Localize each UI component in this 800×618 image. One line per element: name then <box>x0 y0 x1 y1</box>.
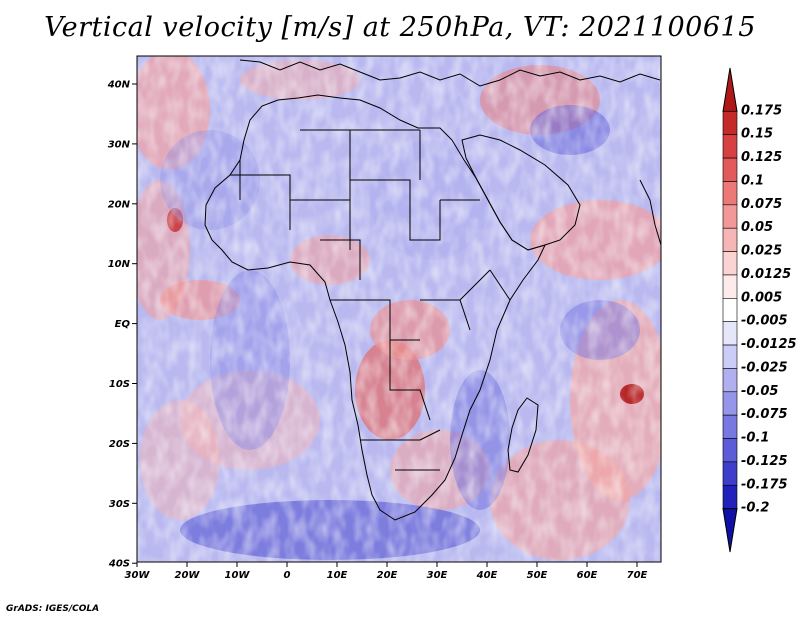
colorbar-label: 0.0125 <box>741 267 791 282</box>
colorbar-swatch <box>722 298 738 322</box>
colorbar-label: 0.025 <box>741 244 782 259</box>
coastlines <box>204 59 661 521</box>
colorbar-label: 0.075 <box>741 197 782 212</box>
colorbar-swatch <box>722 484 738 509</box>
colorbar-label: -0.1 <box>741 431 769 446</box>
lon-label: 70E <box>627 570 648 581</box>
colorbar-label: -0.075 <box>741 407 788 422</box>
colorbar-label: 0.175 <box>741 103 782 118</box>
colorbar-label: 0.125 <box>741 150 782 165</box>
madagascar-coastline <box>507 397 539 473</box>
colorbar-swatch <box>722 274 738 299</box>
india-coastline <box>639 179 661 246</box>
colorbar-swatch <box>722 157 738 182</box>
colorbar-swatch <box>722 391 738 416</box>
colorbar-label: 0.005 <box>741 290 782 305</box>
longitude-axis: 30W 20W 10W 0 10E 20E 30E 40E 50E 60E 70E <box>125 562 648 581</box>
colorbar-label: 0.05 <box>741 220 773 235</box>
lon-label: 20W <box>175 570 201 581</box>
colorbar-swatch <box>722 251 738 276</box>
lon-label: 10E <box>327 570 348 581</box>
lat-label: 10N <box>108 259 131 270</box>
lat-label: EQ <box>115 319 131 330</box>
colorbar-swatch <box>722 461 738 486</box>
colorbar-label: -0.05 <box>741 384 778 399</box>
colorbar-swatch <box>722 204 738 229</box>
map-title: Vertical velocity [m/s] at 250hPa, VT: 2… <box>44 12 756 43</box>
colorbar-swatch <box>722 344 738 369</box>
colorbar-swatch <box>722 181 738 206</box>
colorbar-swatch <box>722 134 738 159</box>
lat-label: 20S <box>109 439 130 450</box>
colorbar-label: -0.125 <box>741 454 788 469</box>
colorbar-top-triangle <box>722 67 738 112</box>
colorbar-label: 0.15 <box>741 127 773 142</box>
lat-label: 40S <box>108 559 130 570</box>
colorbar-swatch <box>722 414 738 439</box>
europe-coastline <box>239 59 661 87</box>
credit-text: GrADS: IGES/COLA <box>6 604 100 614</box>
lat-label: 10S <box>109 379 130 390</box>
lon-label: 30E <box>427 570 448 581</box>
lon-label: 10W <box>225 570 251 581</box>
colorbar-label: -0.175 <box>741 477 788 492</box>
latitude-axis: 40N 30N 20N 10N EQ 10S 20S 30S 40S <box>107 80 137 570</box>
lat-label: 20N <box>108 199 131 210</box>
africa-coastline <box>204 94 546 521</box>
colorbar-swatch <box>722 111 738 136</box>
colorbar-swatch <box>722 227 738 252</box>
colorbar-swatch <box>722 321 738 346</box>
arabia-coastline <box>461 134 581 251</box>
lat-label: 40N <box>107 80 131 91</box>
lat-label: 30N <box>108 139 131 150</box>
map-frame <box>136 55 662 563</box>
lon-label: 30W <box>125 570 151 581</box>
velocity-field <box>137 56 661 562</box>
lat-label: 30S <box>109 499 130 510</box>
colorbar: 0.175 0.15 0.125 0.1 0.075 0.05 0.025 0.0125 0.0… <box>722 67 797 553</box>
lon-label: 50E <box>527 570 548 581</box>
lon-label: 0 <box>284 570 291 581</box>
colorbar-bottom-triangle <box>722 508 738 553</box>
country-borders <box>230 129 511 471</box>
lon-label: 40E <box>476 570 498 581</box>
colorbar-label: -0.0125 <box>741 337 797 352</box>
colorbar-label: -0.2 <box>741 501 769 516</box>
colorbar-swatch <box>722 438 738 463</box>
colorbar-label: 0.1 <box>741 173 764 188</box>
colorbar-swatch <box>722 368 738 393</box>
lon-label: 20E <box>377 570 398 581</box>
colorbar-label: -0.005 <box>741 314 788 329</box>
colorbar-label: -0.025 <box>741 360 788 375</box>
lon-label: 60E <box>577 570 598 581</box>
